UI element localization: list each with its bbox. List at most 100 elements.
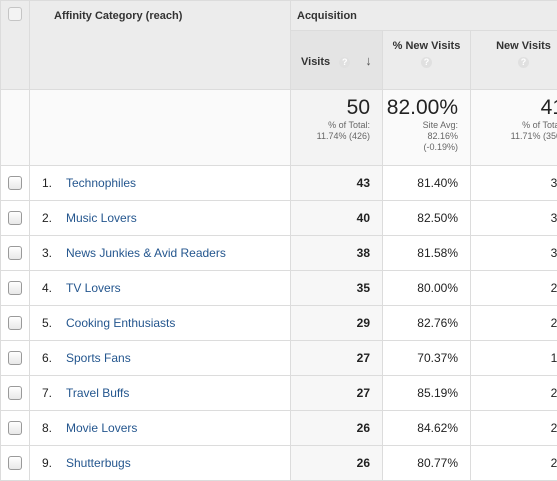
category-link[interactable]: Music Lovers <box>66 211 137 225</box>
summary-visits-total: 50 <box>346 96 370 119</box>
category-link[interactable]: Shutterbugs <box>66 456 131 470</box>
dimension-header[interactable]: Affinity Category (reach) <box>29 0 291 90</box>
row-checkbox[interactable] <box>8 245 22 260</box>
row-index: 3. <box>41 246 52 260</box>
visits-cell: 29 <box>290 305 383 341</box>
visits-cell: 26 <box>290 445 383 481</box>
dimension-header-label: Affinity Category (reach) <box>54 10 183 22</box>
new-visits-cell: 33 <box>470 200 557 236</box>
row-index: 8. <box>41 421 52 435</box>
category-cell: 6. Sports Fans <box>29 340 291 376</box>
pct-new-visits-column-header[interactable]: % New Visits ? <box>382 30 471 90</box>
category-link[interactable]: Technophiles <box>66 176 137 190</box>
category-link[interactable]: Cooking Enthusiasts <box>66 316 176 330</box>
new-visits-cell: 31 <box>470 235 557 271</box>
category-cell: 5. Cooking Enthusiasts <box>29 305 291 341</box>
visits-cell: 43 <box>290 165 383 201</box>
category-cell: 9. Shutterbugs <box>29 445 291 481</box>
row-index: 7. <box>41 386 52 400</box>
category-cell: 7. Travel Buffs <box>29 375 291 411</box>
row-index: 9. <box>41 456 52 470</box>
row-checkbox[interactable] <box>8 385 22 400</box>
pct-new-visits-cell: 84.62% <box>382 410 471 446</box>
summary-pct-new: 82.00% Site Avg: 82.16% (-0.19%) <box>382 89 471 166</box>
row-checkbox[interactable] <box>8 210 22 225</box>
category-cell: 1. Technophiles <box>29 165 291 201</box>
help-icon[interactable]: ? <box>518 57 529 68</box>
help-icon[interactable]: ? <box>339 56 351 68</box>
summary-new-visits-line1: % of Total: <box>522 120 557 130</box>
category-cell: 4. TV Lovers <box>29 270 291 306</box>
visits-cell: 35 <box>290 270 383 306</box>
sort-descending-icon[interactable]: ↓ <box>365 52 372 68</box>
pct-new-visits-cell: 80.00% <box>382 270 471 306</box>
pct-new-visits-cell: 82.76% <box>382 305 471 341</box>
category-cell: 8. Movie Lovers <box>29 410 291 446</box>
acquisition-group-label: Acquisition <box>297 9 357 22</box>
row-checkbox[interactable] <box>8 455 22 470</box>
category-link[interactable]: Movie Lovers <box>66 421 138 435</box>
row-checkbox[interactable] <box>8 175 22 190</box>
summary-new-visits-line2: 11.71% (350) <box>510 131 557 141</box>
visits-header-label: Visits <box>301 55 331 68</box>
new-visits-cell: 35 <box>470 165 557 201</box>
summary-visits-line1: % of Total: <box>328 120 370 130</box>
new-visits-column-header[interactable]: New Visits ? <box>470 30 557 90</box>
summary-new-visits-total: 41 <box>540 96 557 119</box>
select-all-cell <box>0 0 30 90</box>
summary-visits: 50 % of Total: 11.74% (426) <box>290 89 383 166</box>
new-visits-cell: 24 <box>470 305 557 341</box>
category-cell: 2. Music Lovers <box>29 200 291 236</box>
new-visits-cell: 28 <box>470 270 557 306</box>
pct-new-visits-cell: 85.19% <box>382 375 471 411</box>
acquisition-group-header: Acquisition <box>290 0 557 31</box>
row-checkbox[interactable] <box>8 350 22 365</box>
summary-visits-line2: 11.74% (426) <box>316 131 370 141</box>
row-index: 6. <box>41 351 52 365</box>
category-link[interactable]: TV Lovers <box>66 281 121 295</box>
row-index: 1. <box>41 176 52 190</box>
pct-new-visits-cell: 70.37% <box>382 340 471 376</box>
new-visits-cell: 22 <box>470 410 557 446</box>
help-icon[interactable]: ? <box>421 57 432 68</box>
pct-new-visits-header-label: % New Visits <box>392 40 461 52</box>
new-visits-cell: 23 <box>470 375 557 411</box>
summary-new-visits: 41 % of Total: 11.71% (350) <box>470 89 557 166</box>
category-link[interactable]: News Junkies & Avid Readers <box>66 246 226 260</box>
visits-cell: 27 <box>290 340 383 376</box>
row-checkbox[interactable] <box>8 280 22 295</box>
pct-new-visits-cell: 81.40% <box>382 165 471 201</box>
summary-pct-new-line3: (-0.19%) <box>423 142 458 152</box>
new-visits-header-label: New Visits <box>496 40 551 52</box>
category-cell: 3. News Junkies & Avid Readers <box>29 235 291 271</box>
visits-cell: 40 <box>290 200 383 236</box>
category-link[interactable]: Travel Buffs <box>66 386 130 400</box>
pct-new-visits-cell: 80.77% <box>382 445 471 481</box>
summary-pct-new-line1: Site Avg: <box>422 120 458 130</box>
row-index: 4. <box>41 281 52 295</box>
row-checkbox[interactable] <box>8 420 22 435</box>
visits-column-header[interactable]: Visits ? ↓ <box>290 30 383 90</box>
row-index: 2. <box>41 211 52 225</box>
visits-cell: 38 <box>290 235 383 271</box>
row-index: 5. <box>41 316 52 330</box>
select-all-checkbox[interactable] <box>8 7 22 21</box>
visits-cell: 26 <box>290 410 383 446</box>
summary-pct-new-line2: 82.16% <box>427 131 458 141</box>
new-visits-cell: 21 <box>470 445 557 481</box>
row-checkbox[interactable] <box>8 315 22 330</box>
category-link[interactable]: Sports Fans <box>66 351 131 365</box>
pct-new-visits-cell: 82.50% <box>382 200 471 236</box>
new-visits-cell: 19 <box>470 340 557 376</box>
summary-row: 50 % of Total: 11.74% (426) 82.00% Site … <box>0 89 557 166</box>
